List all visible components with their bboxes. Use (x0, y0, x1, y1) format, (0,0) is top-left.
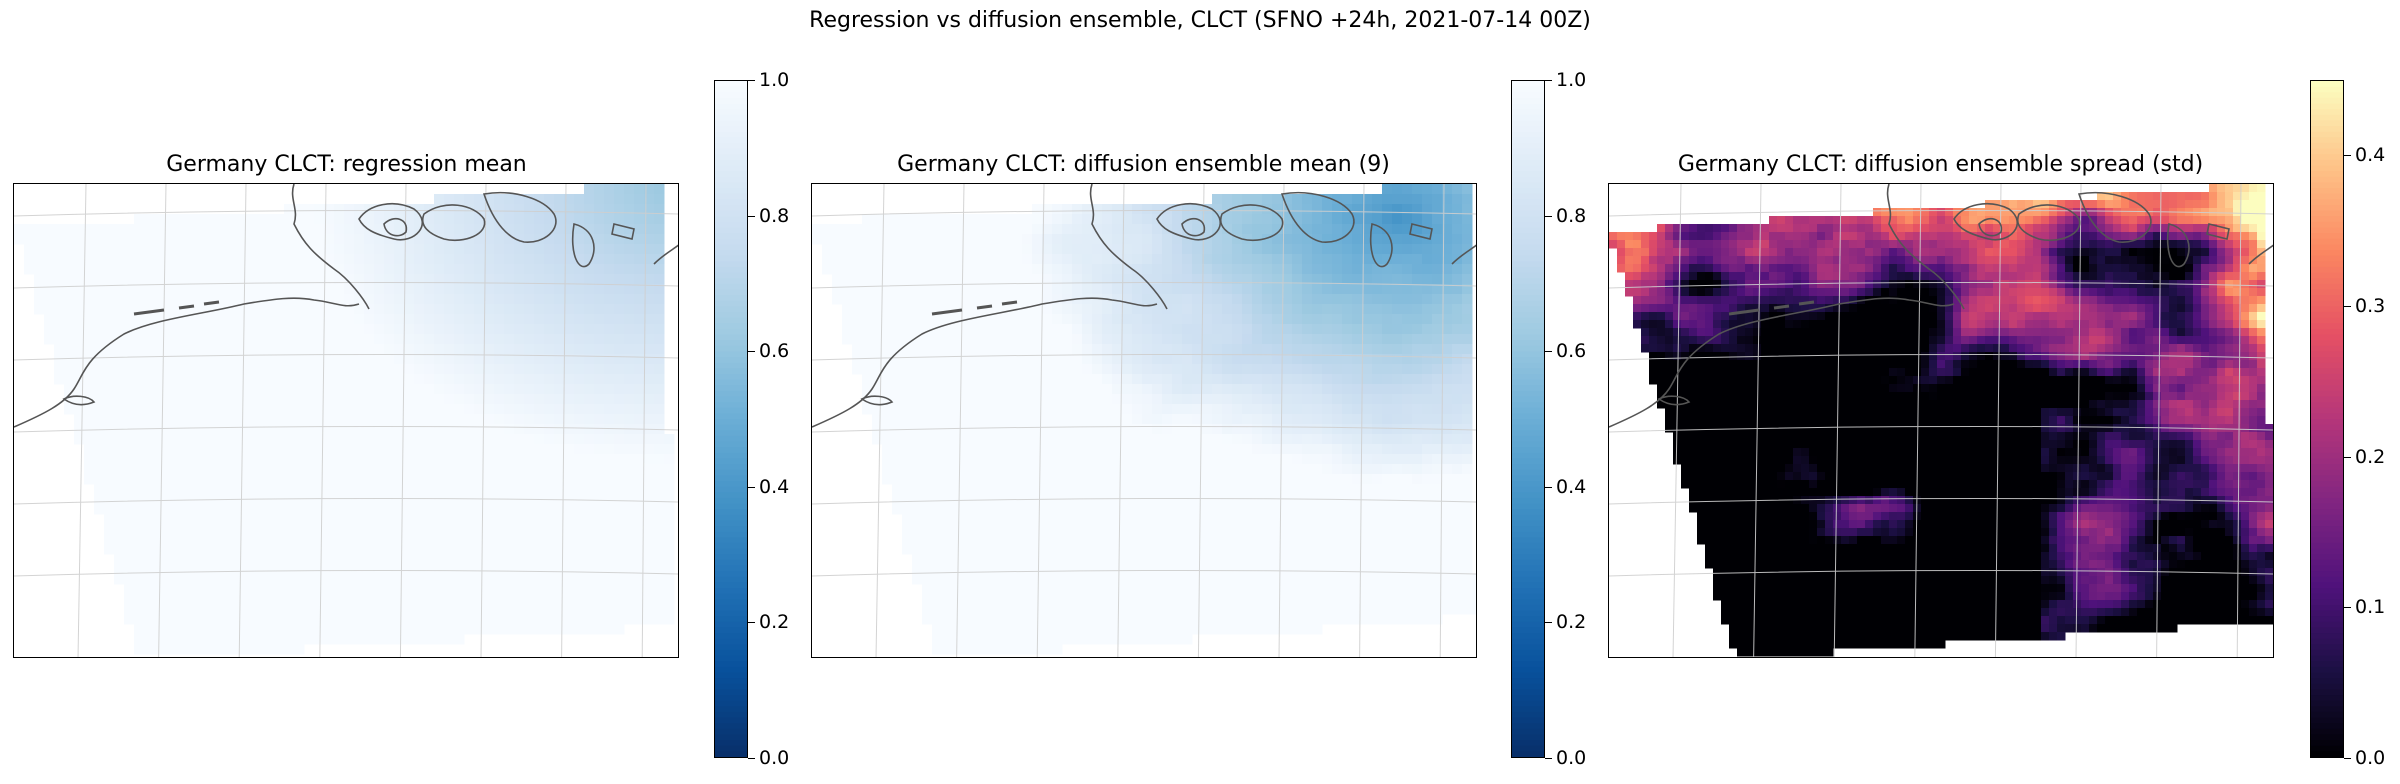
panel-2-colorbar-tick-label: 0.4 (1556, 475, 1587, 498)
panel-1-colorbar-tick (748, 622, 755, 624)
panel-2-colorbar-gradient (1512, 81, 1544, 758)
panel-2-map (811, 183, 1477, 658)
panel-3-colorbar-tick-label: 0.4 (2355, 144, 2386, 167)
panel-1-colorbar-tick-label: 1.0 (759, 69, 790, 91)
panel-2-colorbar-tick (1545, 80, 1552, 81)
panel-1-colorbar-tick-label: 0.0 (759, 747, 790, 769)
panel-2-colorbar-tick-label: 0.6 (1556, 340, 1587, 363)
panel-3-coastline (1609, 184, 2273, 428)
panel-3-map (1608, 183, 2274, 658)
panel-1-colorbar (714, 80, 748, 758)
panel-1-heatmap-svg (14, 184, 678, 657)
panel-2-colorbar-tick (1545, 351, 1552, 353)
panel-1-field-cells (14, 184, 675, 655)
panel-3-colorbar-tick (2344, 306, 2351, 307)
panel-1-map (13, 183, 679, 658)
panel-1-colorbar-tick-label: 0.6 (759, 340, 790, 363)
panel-3-title: Germany CLCT: diffusion ensemble spread … (1677, 152, 2204, 177)
panel-3-colorbar-tick (2344, 607, 2351, 609)
panel-2-colorbar-tick-label: 1.0 (1556, 69, 1587, 91)
panel-2-colorbar-tick-label: 0.2 (1556, 611, 1587, 634)
panel-1-colorbar-gradient (715, 81, 747, 758)
panel-2-colorbar-tick-label: 0.0 (1556, 747, 1587, 769)
panel-3-colorbar-tick-label: 0.1 (2355, 596, 2386, 619)
panel-1-colorbar-tick (748, 758, 755, 759)
panel-2-colorbar-tick-label: 0.8 (1556, 204, 1587, 227)
panel-2-colorbar-tick (1545, 215, 1552, 217)
panel-2-colorbar-tick (1545, 758, 1552, 759)
panel-3-colorbar-gradient (2311, 81, 2343, 758)
panel-3-colorbar (2310, 80, 2344, 758)
figure-suptitle: Regression vs diffusion ensemble, CLCT (… (809, 8, 1591, 33)
panel-1-colorbar-tick (748, 486, 755, 488)
panel-2-heatmap-svg (812, 184, 1476, 657)
panel-2-field-cells (812, 184, 1476, 655)
panel-2-colorbar (1511, 80, 1545, 758)
panel-3-colorbar-tick (2344, 758, 2351, 759)
panel-1-colorbar-tick (748, 215, 755, 217)
panel-1-title: Germany CLCT: regression mean (166, 152, 527, 177)
panel-3-field-cells (1609, 184, 2273, 657)
panel-3-colorbar-tick-label: 0.2 (2355, 445, 2386, 468)
panel-2-colorbar-tick (1545, 486, 1552, 488)
panel-3-heatmap-svg (1609, 184, 2273, 657)
panel-1-coastline (14, 184, 678, 428)
panel-3-colorbar-tick-label: 0.0 (2355, 747, 2386, 769)
panel-1-colorbar-tick (748, 351, 755, 353)
panel-1-colorbar-tick-label: 0.2 (759, 611, 790, 634)
panel-1-gridlines (14, 184, 678, 657)
panel-3-gridlines (1609, 184, 2273, 657)
panel-1-colorbar-tick-label: 0.4 (759, 475, 790, 498)
panel-2-coastline (812, 184, 1476, 428)
panel-2-gridlines (812, 184, 1476, 657)
panel-1-colorbar-tick (748, 80, 755, 81)
panel-2-title: Germany CLCT: diffusion ensemble mean (9… (897, 152, 1390, 177)
panel-3-colorbar-tick (2344, 456, 2351, 458)
panel-3-colorbar-tick (2344, 155, 2351, 157)
panel-3-colorbar-tick-label: 0.3 (2355, 295, 2386, 317)
panel-2-colorbar-tick (1545, 622, 1552, 624)
panel-1-colorbar-tick-label: 0.8 (759, 204, 790, 227)
